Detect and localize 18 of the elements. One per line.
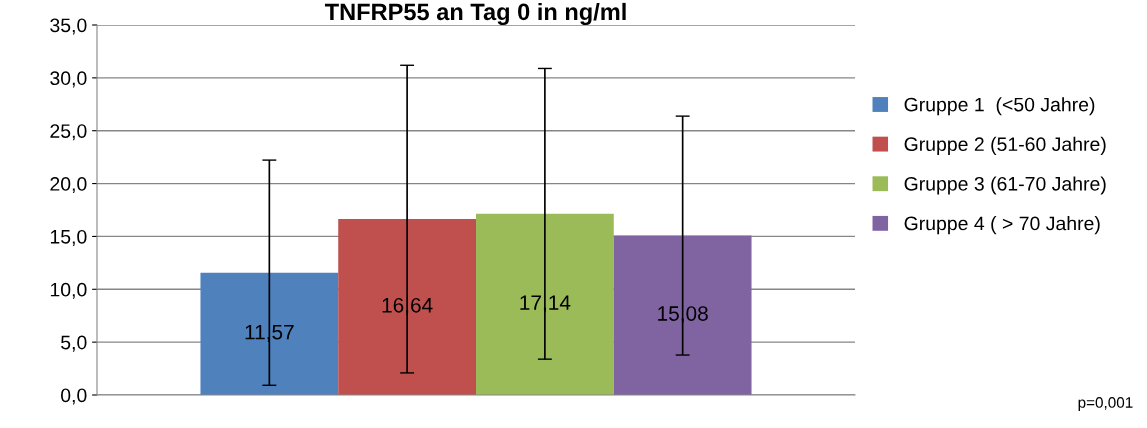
bar	[613, 235, 752, 395]
y-tick-label: 10,0	[50, 282, 87, 299]
bar	[200, 272, 339, 395]
legend-label: Gruppe 1 (<50 Jahre)	[904, 97, 1095, 116]
y-tick-label: 30,0	[50, 71, 87, 88]
y-tick-label: 15,0	[50, 229, 87, 246]
legend-label: Gruppe 4 ( > 70 Jahre)	[904, 216, 1100, 235]
y-tick-label: 5,0	[61, 335, 87, 352]
chart-title: TNFRP55 an Tag 0 in ng/ml	[324, 2, 626, 25]
y-tick-label: 35,0	[50, 18, 87, 35]
legend-label: Gruppe 3 (61-70 Jahre)	[904, 176, 1106, 195]
y-tick-label: 20,0	[50, 177, 87, 194]
bar	[476, 213, 614, 395]
legend-label: Gruppe 2 (51-60 Jahre)	[904, 136, 1106, 155]
y-tick-label: 0,0	[61, 388, 87, 405]
bar	[338, 219, 476, 395]
text: p=0,001	[1078, 397, 1133, 411]
y-tick-label: 25,0	[50, 124, 87, 141]
